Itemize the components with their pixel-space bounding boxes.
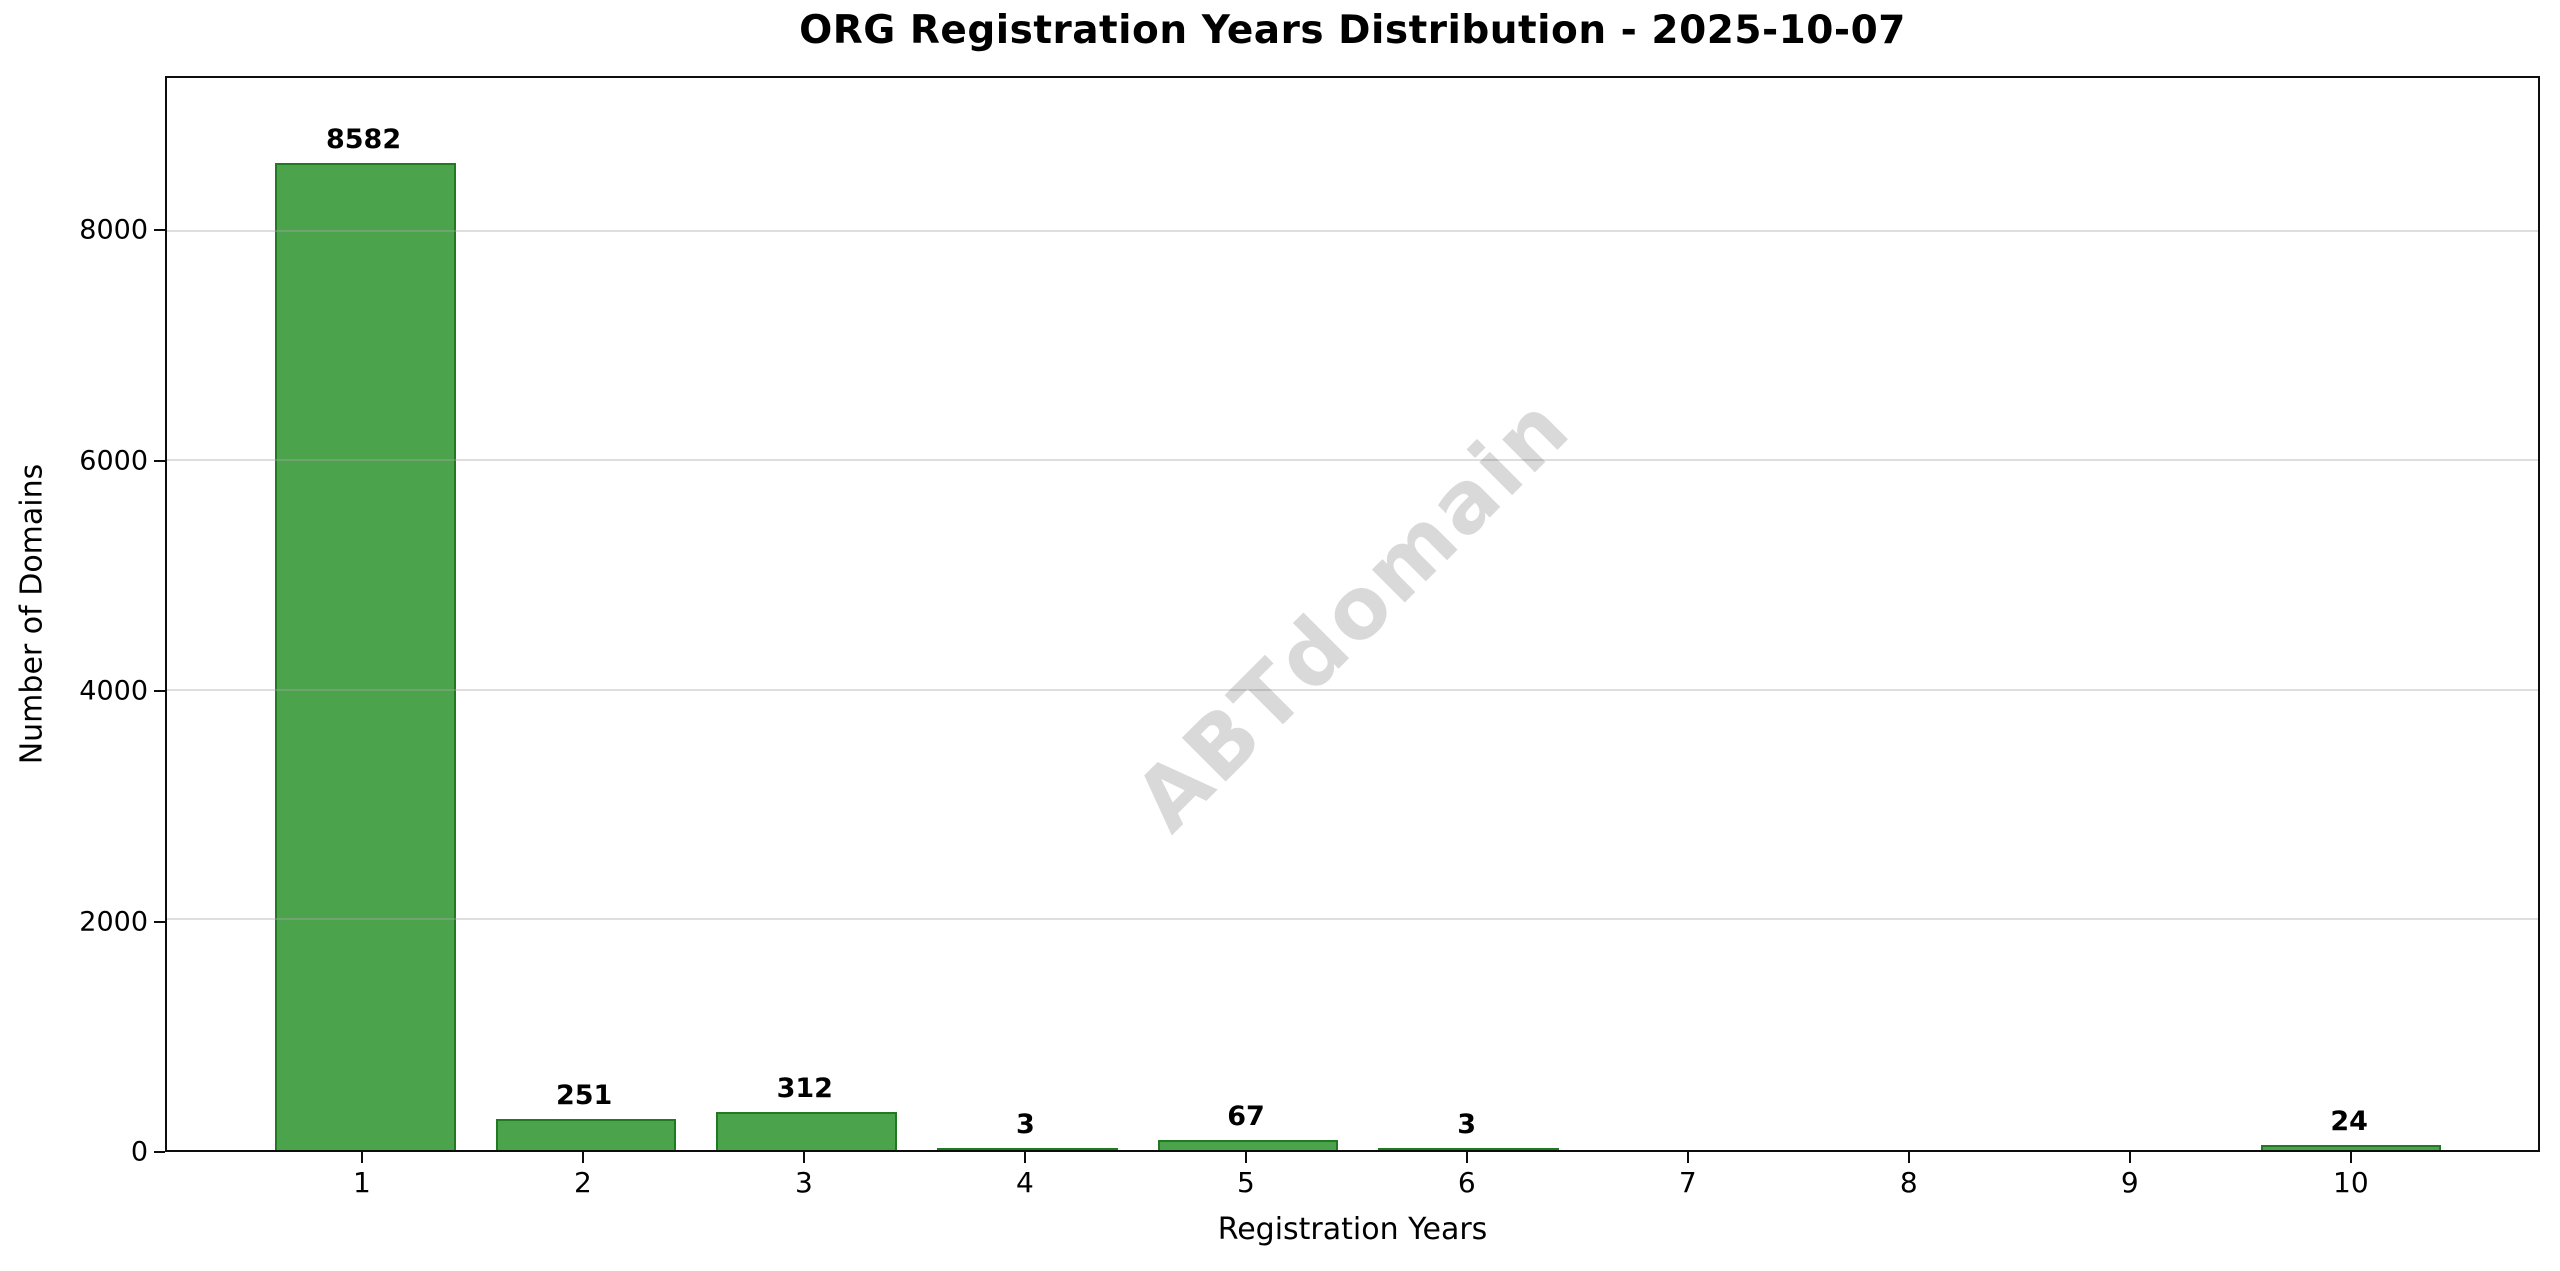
- y-tick-mark: [154, 1151, 165, 1153]
- x-tick-label: 10: [2333, 1166, 2369, 1199]
- x-tick-label: 3: [794, 1166, 813, 1199]
- x-tick-label: 8: [1899, 1166, 1918, 1199]
- x-tick-mark: [1907, 1152, 1910, 1163]
- plot-area: 8582 251 312 3 67 3 24 ABTdomain: [165, 76, 2540, 1152]
- x-tick-label: 4: [1015, 1166, 1034, 1199]
- bar-value-label: 3: [1457, 1108, 1477, 1140]
- gridline: [167, 918, 2538, 921]
- y-tick-label: 4000: [79, 675, 148, 707]
- x-tick-mark: [1686, 1152, 1689, 1163]
- bar: [1378, 1147, 1559, 1150]
- y-axis-label: Number of Domains: [14, 463, 50, 765]
- bar-value-label: 251: [555, 1080, 613, 1112]
- x-axis-label: Registration Years: [1217, 1212, 1488, 1247]
- y-tick-label: 6000: [79, 445, 148, 477]
- bar-value-label: 312: [776, 1073, 833, 1105]
- x-tick-mark: [1244, 1152, 1247, 1163]
- gridline: [167, 688, 2538, 691]
- x-tick-mark: [2128, 1152, 2131, 1163]
- bar: [275, 163, 456, 1150]
- bar-value-label: 67: [1227, 1101, 1265, 1133]
- chart-title: ORG Registration Years Distribution - 20…: [799, 8, 1906, 53]
- bar: [2260, 1145, 2442, 1150]
- bar: [716, 1112, 898, 1150]
- x-tick-label: 7: [1678, 1166, 1697, 1199]
- y-tick-label: 8000: [79, 214, 148, 246]
- x-tick-label: 5: [1236, 1166, 1255, 1199]
- x-tick-label: 1: [352, 1166, 371, 1199]
- watermark: ABTdomain: [1115, 377, 1590, 851]
- x-tick-mark: [1465, 1152, 1468, 1163]
- y-tick-mark: [154, 459, 165, 462]
- y-tick-mark: [154, 920, 165, 923]
- bar: [937, 1147, 1118, 1150]
- bar-value-label: 3: [1016, 1108, 1035, 1140]
- bar-value-label: 24: [2330, 1106, 2368, 1138]
- x-tick-mark: [2349, 1152, 2352, 1163]
- x-tick-mark: [802, 1152, 805, 1163]
- x-tick-mark: [581, 1152, 584, 1163]
- y-tick-label: 0: [130, 1136, 148, 1168]
- y-tick-label: 2000: [79, 906, 148, 938]
- bar-value-label: 8582: [325, 124, 402, 155]
- x-tick-mark: [1023, 1152, 1026, 1163]
- bar: [1157, 1140, 1339, 1150]
- y-tick-mark: [154, 229, 165, 232]
- x-tick-label: 9: [2120, 1166, 2139, 1199]
- x-tick-mark: [360, 1152, 363, 1163]
- bar: [495, 1119, 677, 1150]
- x-tick-label: 2: [573, 1166, 592, 1199]
- x-tick-label: 6: [1457, 1166, 1476, 1199]
- gridline: [167, 459, 2538, 462]
- y-tick-mark: [154, 690, 165, 693]
- gridline: [167, 229, 2538, 232]
